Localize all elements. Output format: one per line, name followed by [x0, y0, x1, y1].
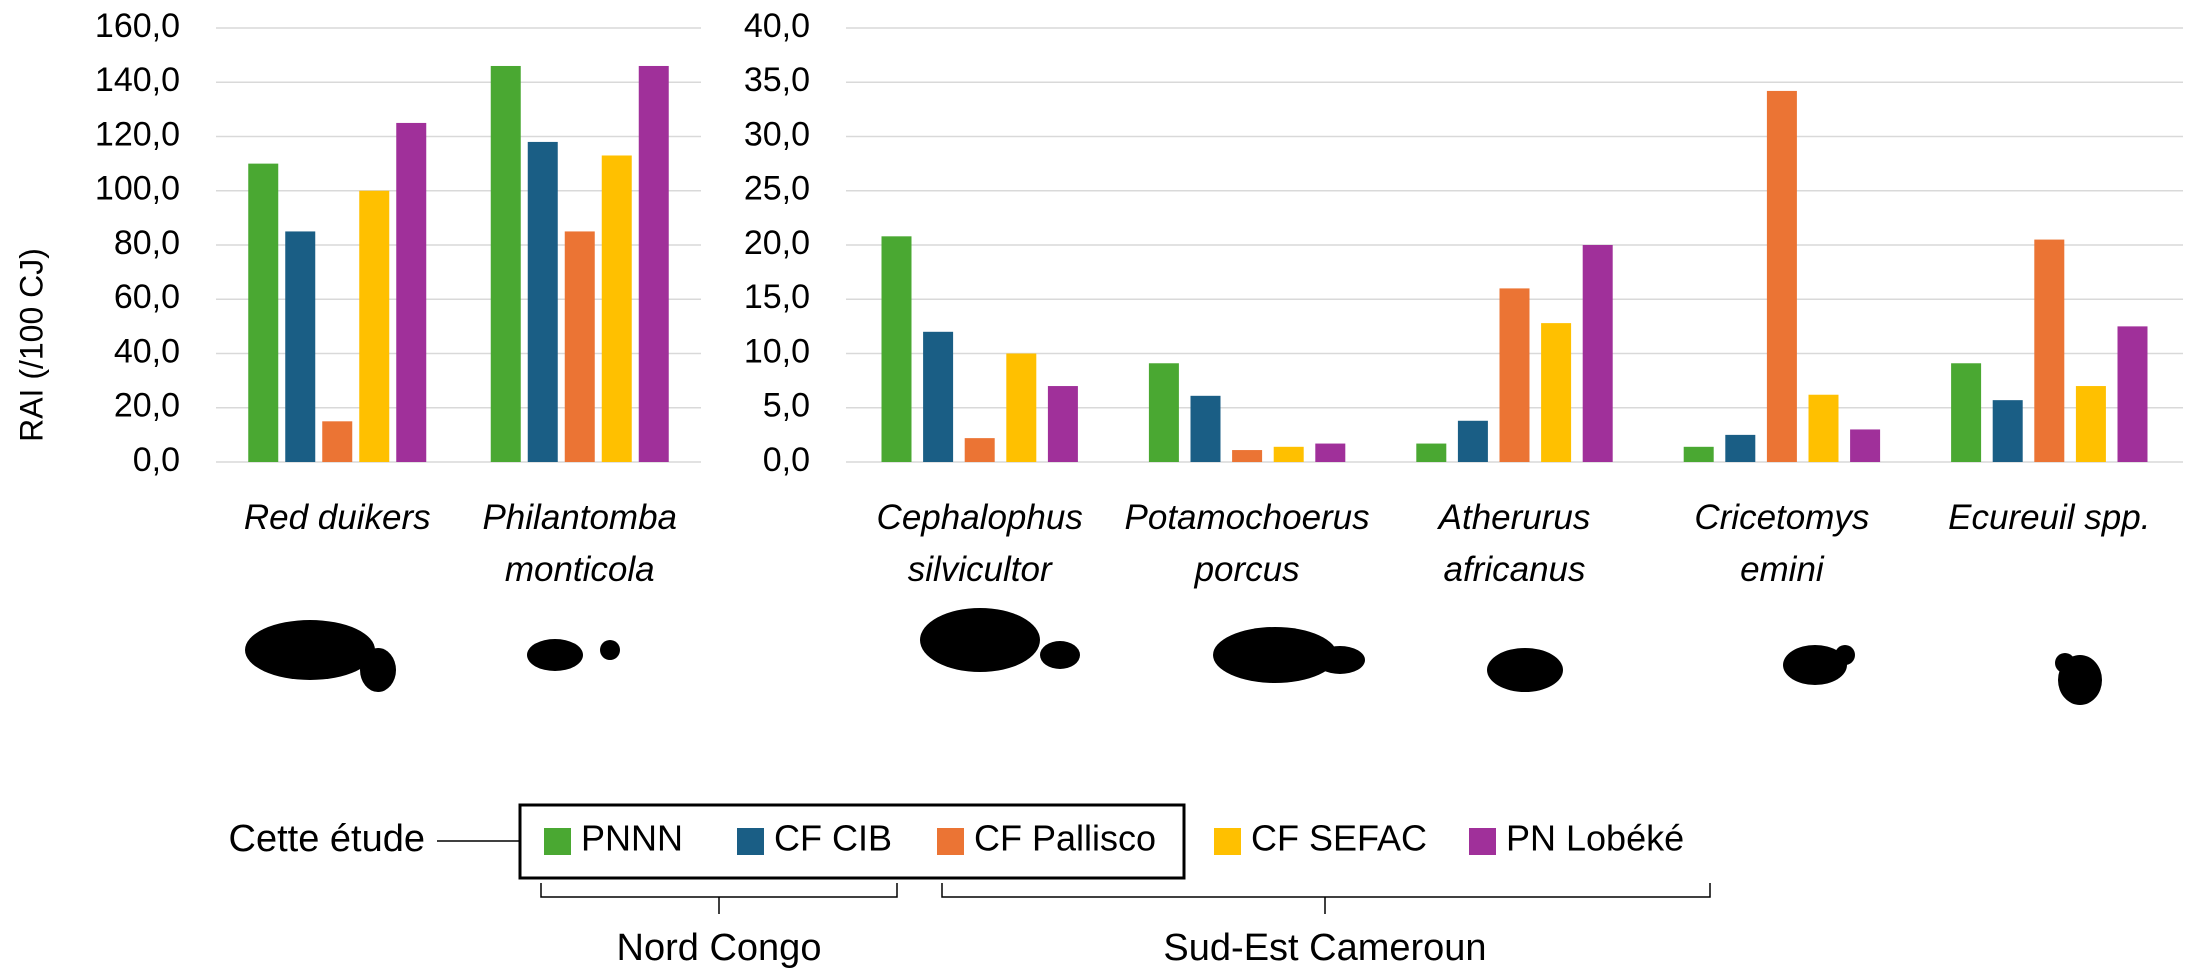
bar: [638, 65, 669, 462]
y-axis-label: RAI (/100 CJ): [13, 248, 49, 442]
bar: [564, 231, 595, 462]
bar: [1273, 446, 1304, 462]
y-tick-label: 20,0: [114, 387, 180, 425]
bar: [1457, 420, 1488, 462]
bar: [1499, 288, 1530, 462]
legend-label: CF Pallisco: [974, 818, 1156, 859]
bar: [527, 141, 558, 463]
legend-label: PN Lobéké: [1506, 818, 1684, 859]
x-tick-label: Philantomba monticola: [482, 498, 678, 589]
bar: [601, 155, 632, 463]
bar: [1541, 323, 1572, 462]
y-tick-label: 0,0: [763, 441, 810, 479]
x-tick-label: Potamochoerus porcus: [1124, 498, 1370, 589]
bar: [1683, 446, 1714, 462]
bar: [923, 331, 954, 462]
annotation: Cette étude: [229, 818, 425, 860]
legend-swatch: [1469, 828, 1496, 855]
y-tick-label: 15,0: [744, 278, 810, 316]
bracket: [941, 883, 1711, 914]
annotation: Nord Congo: [617, 927, 822, 969]
bar: [1766, 90, 1797, 463]
y-tick-label: 5,0: [763, 387, 810, 425]
y-tick-label: 35,0: [744, 61, 810, 99]
y-tick-label: 40,0: [744, 7, 810, 45]
bar: [1992, 400, 2023, 462]
bar: [359, 190, 390, 462]
y-tick-label: 100,0: [95, 170, 180, 208]
bar: [490, 65, 521, 462]
y-tick-label: 10,0: [744, 332, 810, 370]
legend-swatch: [1214, 828, 1241, 855]
x-tick-label: Cephalophus silvicultor: [876, 498, 1083, 589]
bar: [1808, 394, 1839, 462]
bar: [396, 122, 427, 462]
bar: [2117, 326, 2148, 462]
bar: [322, 421, 353, 462]
y-tick-label: 25,0: [744, 170, 810, 208]
bar: [1315, 443, 1346, 462]
y-tick-label: 40,0: [114, 332, 180, 370]
y-tick-label: 140,0: [95, 61, 180, 99]
bar: [1416, 443, 1447, 462]
animal-icons: [245, 608, 2102, 705]
annotation: Sud-Est Cameroun: [1163, 927, 1486, 969]
y-tick-label: 160,0: [95, 7, 180, 45]
y-tick-label: 30,0: [744, 115, 810, 153]
x-tick-label: Red duikers: [243, 498, 431, 537]
bar: [1725, 434, 1756, 462]
y-tick-label: 0,0: [133, 441, 180, 479]
y-tick-label: 60,0: [114, 278, 180, 316]
legend-label: PNNN: [581, 818, 683, 859]
bar: [1582, 245, 1613, 462]
y-tick-label: 80,0: [114, 224, 180, 262]
y-tick-label: 120,0: [95, 115, 180, 153]
bar: [881, 236, 912, 462]
legend-label: CF SEFAC: [1251, 818, 1427, 859]
bar: [1006, 353, 1037, 462]
bar: [248, 163, 279, 462]
legend-swatch: [737, 828, 764, 855]
bracket: [540, 883, 898, 914]
legend-swatch: [544, 828, 571, 855]
bar: [964, 438, 995, 462]
bar: [2034, 239, 2065, 462]
bar: [2075, 386, 2106, 462]
bar: [1850, 429, 1881, 462]
y-tick-label: 20,0: [744, 224, 810, 262]
bar: [1951, 363, 1982, 462]
bar: [1047, 386, 1078, 462]
bar: [1232, 450, 1263, 462]
legend-label: CF CIB: [774, 818, 892, 859]
bar: [1190, 395, 1221, 462]
legend-swatch: [937, 828, 964, 855]
bar: [285, 231, 316, 462]
x-tick-label: Cricetomys emini: [1694, 498, 1870, 589]
x-tick-label: Ecureuil spp.: [1948, 498, 2151, 537]
bar: [1148, 363, 1179, 462]
x-tick-label: Atherurus africanus: [1438, 498, 1591, 589]
